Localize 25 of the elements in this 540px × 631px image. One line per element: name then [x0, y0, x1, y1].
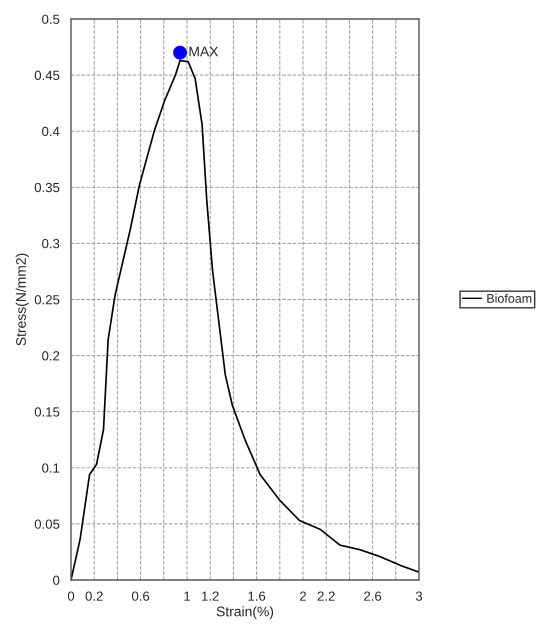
x-tick-label: 0.6	[132, 591, 150, 601]
x-tick-label: 0	[68, 591, 74, 601]
x-tick-label: 1.2	[202, 591, 219, 601]
x-tick-label: 1.6	[248, 591, 266, 601]
legend-label: Biofoam	[487, 294, 532, 303]
x-tick-label: 2.2	[318, 591, 335, 601]
y-tick-label: 0.35	[34, 182, 60, 192]
y-tick-label: 0.45	[34, 70, 60, 80]
y-tick-label: 0.3	[42, 238, 60, 248]
y-tick-label: 0.25	[34, 295, 60, 304]
x-tick-label: 2.6	[364, 591, 382, 601]
annotation: MAX	[190, 46, 218, 56]
x-tick-label: 3	[416, 591, 422, 601]
x-tick-label: 1	[184, 592, 190, 601]
y-tick-label: 0.5	[42, 14, 60, 24]
y-tick-label: 0.05	[34, 519, 60, 529]
x-tick-label: 2	[300, 591, 306, 601]
y-tick-label: 0.15	[34, 407, 60, 417]
y-axis-title: Stress(N/mm2)	[16, 254, 29, 346]
y-tick-label: 0.4	[42, 126, 60, 136]
x-tick-label: 0.2	[86, 591, 103, 601]
y-tick-label: 0.1	[42, 463, 60, 473]
y-tick-label: 0	[53, 576, 60, 585]
y-tick-label: 0.2	[42, 351, 60, 361]
x-axis-title: Strain(%)	[216, 606, 274, 620]
